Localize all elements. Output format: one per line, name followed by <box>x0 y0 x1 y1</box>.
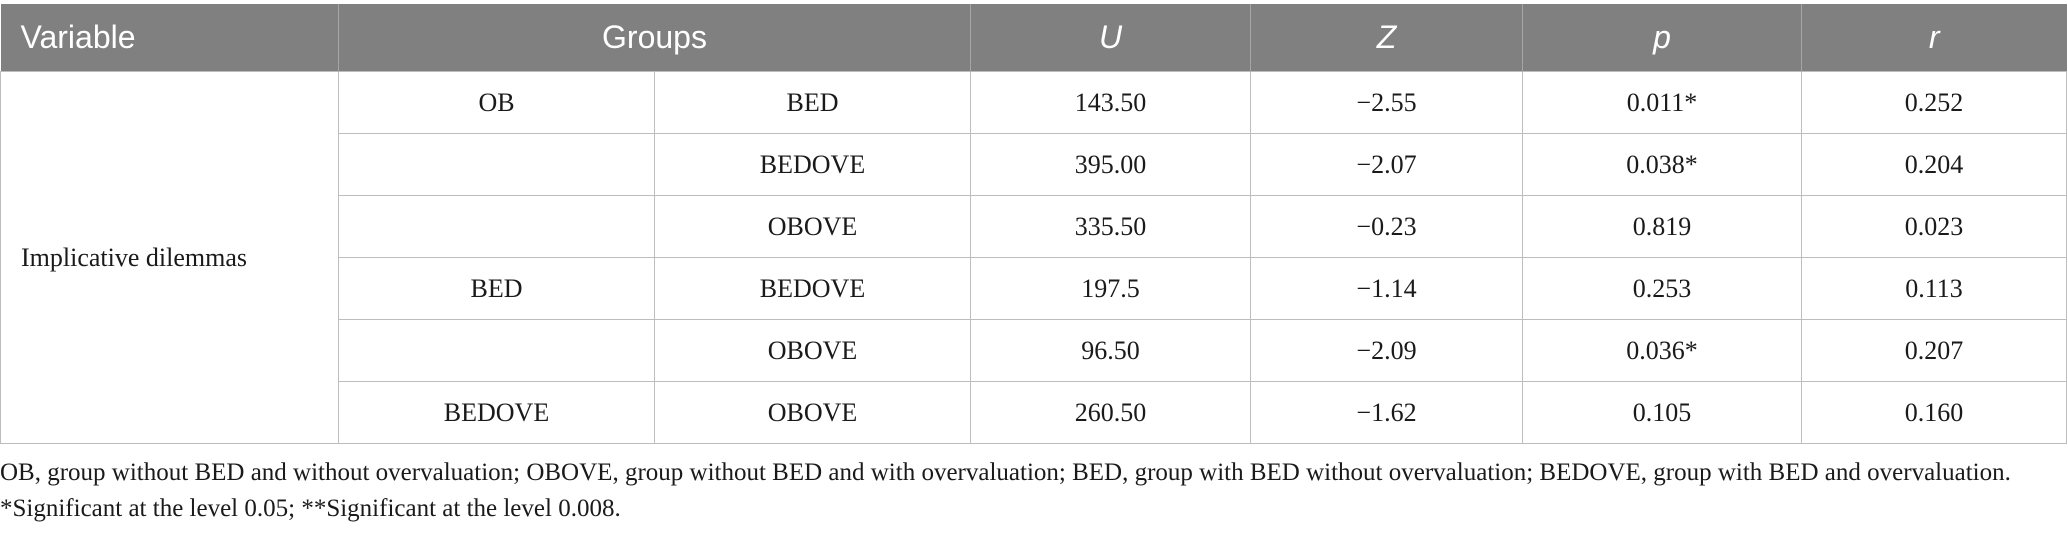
comparison-cell: BEDOVE <box>654 257 971 320</box>
header-p: p <box>1522 4 1802 72</box>
group-cell-empty <box>338 133 655 196</box>
z-cell: −1.62 <box>1250 381 1523 444</box>
z-cell: −2.09 <box>1250 319 1523 382</box>
group-cell: BEDOVE <box>338 381 655 444</box>
u-cell: 335.50 <box>970 195 1251 258</box>
statistics-table: Variable Groups U Z p r Implicative dile… <box>0 4 2067 444</box>
u-cell: 143.50 <box>970 71 1251 134</box>
r-cell: 0.160 <box>1801 381 2067 444</box>
u-cell: 197.5 <box>970 257 1251 320</box>
variable-cell: Implicative dilemmas <box>0 71 339 444</box>
z-cell: −1.14 <box>1250 257 1523 320</box>
comparison-cell: OBOVE <box>654 195 971 258</box>
header-u: U <box>970 4 1251 72</box>
group-cell: OB <box>338 71 655 134</box>
r-cell: 0.207 <box>1801 319 2067 382</box>
header-r: r <box>1801 4 2067 72</box>
comparison-cell: BED <box>654 71 971 134</box>
z-cell: −2.07 <box>1250 133 1523 196</box>
p-cell: 0.011* <box>1522 71 1802 134</box>
header-groups: Groups <box>338 4 971 72</box>
r-cell: 0.252 <box>1801 71 2067 134</box>
u-cell: 260.50 <box>970 381 1251 444</box>
z-cell: −2.55 <box>1250 71 1523 134</box>
header-variable: Variable <box>0 4 339 72</box>
z-cell: −0.23 <box>1250 195 1523 258</box>
header-z: Z <box>1250 4 1523 72</box>
table-header-row: Variable Groups U Z p r <box>0 4 2067 72</box>
u-cell: 96.50 <box>970 319 1251 382</box>
table-row: OBOVE 335.50 −0.23 0.819 0.023 <box>1 195 2067 258</box>
r-cell: 0.023 <box>1801 195 2067 258</box>
p-cell: 0.038* <box>1522 133 1802 196</box>
table-row: OBOVE 96.50 −2.09 0.036* 0.207 <box>1 319 2067 382</box>
comparison-cell: BEDOVE <box>654 133 971 196</box>
u-cell: 395.00 <box>970 133 1251 196</box>
comparison-cell: OBOVE <box>654 319 971 382</box>
group-cell-empty <box>338 319 655 382</box>
p-cell: 0.105 <box>1522 381 1802 444</box>
p-cell: 0.819 <box>1522 195 1802 258</box>
r-cell: 0.204 <box>1801 133 2067 196</box>
table-row: Implicative dilemmas OB BED 143.50 −2.55… <box>0 71 2067 444</box>
p-cell: 0.036* <box>1522 319 1802 382</box>
comparison-cell: OBOVE <box>654 381 971 444</box>
group-cell: BED <box>338 257 655 320</box>
table-row: BEDOVE OBOVE 260.50 −1.62 0.105 0.160 <box>1 381 2067 444</box>
group-cell-empty <box>338 195 655 258</box>
table-footnote: OB, group without BED and without overva… <box>0 459 2011 522</box>
p-cell: 0.253 <box>1522 257 1802 320</box>
r-cell: 0.113 <box>1801 257 2067 320</box>
